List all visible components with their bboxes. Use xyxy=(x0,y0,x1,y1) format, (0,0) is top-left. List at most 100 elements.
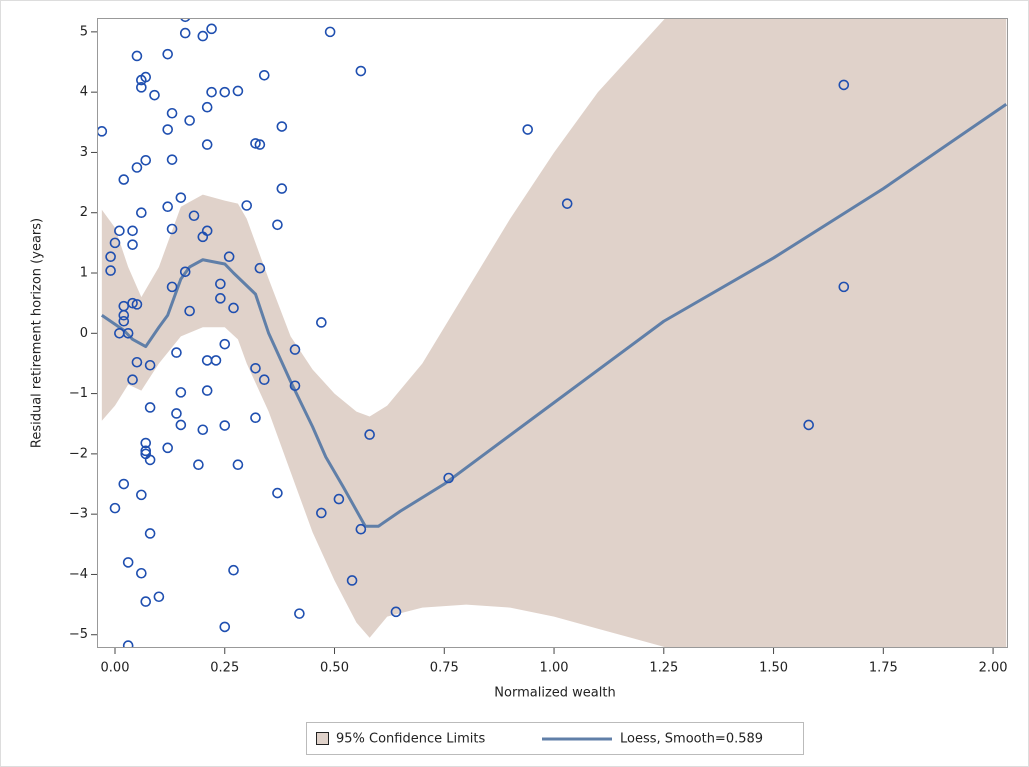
scatter-point xyxy=(136,82,147,93)
scatter-point xyxy=(254,262,266,274)
scatter-point xyxy=(136,489,147,501)
x-tick-label: 1.50 xyxy=(759,661,788,676)
scatter-point xyxy=(201,139,213,150)
scatter-point xyxy=(127,374,138,386)
scatter-point xyxy=(140,71,152,83)
scatter-point xyxy=(232,459,244,471)
scatter-point xyxy=(114,225,125,237)
scatter-point xyxy=(838,79,850,91)
scatter-point xyxy=(122,328,134,339)
x-tick-label: 0.00 xyxy=(101,661,130,676)
x-tick-label: 0.25 xyxy=(210,661,239,676)
scatter-point xyxy=(149,89,160,101)
scatter-point xyxy=(122,557,134,568)
scatter-point xyxy=(144,454,156,466)
scatter-point xyxy=(144,402,156,413)
scatter-point xyxy=(201,225,213,237)
scatter-point xyxy=(390,606,402,618)
scatter-point xyxy=(316,507,327,519)
y-tick-label: −3 xyxy=(69,507,88,522)
y-tick-label: 2 xyxy=(80,205,88,220)
y-tick-label: 4 xyxy=(80,85,88,100)
legend-swatch xyxy=(316,732,329,745)
legend-label: 95% Confidence Limits xyxy=(336,732,485,747)
scatter-point xyxy=(522,124,533,135)
scatter-point xyxy=(140,445,152,457)
scatter-point xyxy=(180,18,191,23)
scatter-point xyxy=(140,596,152,607)
x-tick-label: 2.00 xyxy=(979,661,1008,676)
scatter-point xyxy=(197,424,209,436)
x-tick-label: 0.50 xyxy=(320,661,349,676)
scatter-point xyxy=(201,385,213,396)
scatter-point xyxy=(272,487,283,499)
scatter-point xyxy=(179,27,191,39)
scatter-point xyxy=(232,85,244,97)
y-tick-label: −1 xyxy=(69,386,88,401)
scatter-point xyxy=(105,251,116,263)
scatter-point xyxy=(175,192,187,203)
scatter-point xyxy=(206,23,217,35)
scatter-point xyxy=(258,374,270,386)
scatter-point xyxy=(355,523,367,535)
scatter-point xyxy=(803,419,814,431)
y-tick-label: −2 xyxy=(69,446,88,461)
scatter-point xyxy=(162,442,173,454)
scatter-point xyxy=(105,265,116,276)
scatter-point xyxy=(118,478,130,490)
y-tick-label: 0 xyxy=(80,326,88,341)
scatter-point xyxy=(355,65,367,77)
scatter-point xyxy=(118,315,130,327)
scatter-point xyxy=(184,305,195,317)
scatter-point xyxy=(219,420,231,431)
scatter-point xyxy=(175,387,187,398)
scatter-point xyxy=(109,502,121,514)
scatter-point xyxy=(109,237,121,249)
scatter-point xyxy=(364,429,375,440)
scatter-point xyxy=(215,278,226,290)
confidence-band xyxy=(101,18,1007,648)
scatter-point xyxy=(219,86,231,98)
scatter-point xyxy=(443,472,454,484)
scatter-point xyxy=(276,121,288,132)
scatter-point xyxy=(289,380,301,392)
scatter-point xyxy=(289,344,301,355)
x-axis-label: Normalized wealth xyxy=(494,686,615,701)
scatter-point xyxy=(241,200,253,211)
loess-line xyxy=(100,102,1008,528)
scatter-point xyxy=(118,174,130,185)
scatter-point xyxy=(324,26,336,38)
scatter-point xyxy=(228,302,239,314)
scatter-point xyxy=(140,437,152,449)
scatter-point xyxy=(166,281,178,293)
scatter-point xyxy=(127,297,138,309)
scatter-point xyxy=(294,608,305,619)
scatter-point xyxy=(131,299,143,310)
scatter-point xyxy=(122,640,134,648)
scatter-point xyxy=(228,564,239,576)
scatter-point xyxy=(140,154,152,166)
legend-label: Loess, Smooth=0.589 xyxy=(620,732,763,747)
scatter-point xyxy=(166,107,178,119)
scatter-point xyxy=(201,101,213,113)
scatter-point xyxy=(223,251,235,263)
scatter-point xyxy=(162,201,173,212)
scatter-point xyxy=(136,207,147,219)
y-tick-label: 3 xyxy=(80,145,88,160)
scatter-point xyxy=(166,154,178,165)
y-tick-label: −5 xyxy=(69,627,88,642)
scatter-point xyxy=(254,139,266,150)
scatter-point xyxy=(162,124,173,135)
x-tick-label: 0.75 xyxy=(430,661,459,676)
y-tick-label: −4 xyxy=(69,567,88,582)
scatter-point xyxy=(250,138,261,149)
scatter-point xyxy=(333,493,345,505)
scatter-point xyxy=(171,408,182,419)
scatter-point xyxy=(250,362,261,374)
plot-frame xyxy=(97,18,1008,648)
scatter-point xyxy=(197,30,209,42)
scatter-point xyxy=(258,69,270,81)
scatter-point xyxy=(188,210,200,222)
scatter-point xyxy=(153,591,165,603)
scatter-point xyxy=(166,223,178,235)
